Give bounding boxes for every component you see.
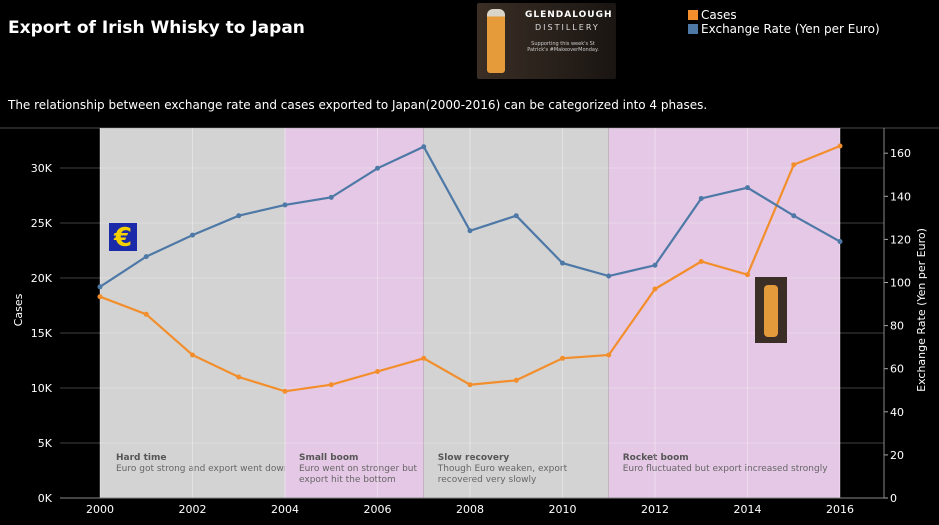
rate-point bbox=[606, 273, 612, 279]
y2-tick-label: 100 bbox=[890, 277, 911, 290]
x-tick-label: 2002 bbox=[179, 503, 207, 516]
y2-tick-label: 80 bbox=[890, 320, 904, 333]
legend: Cases Exchange Rate (Yen per Euro) bbox=[688, 8, 880, 36]
y2-axis-title: Exchange Rate (Yen per Euro) bbox=[915, 228, 928, 392]
ad-line2: DISTILLERY bbox=[535, 23, 600, 32]
x-tick-label: 2014 bbox=[734, 503, 762, 516]
rate-point bbox=[97, 284, 103, 290]
rate-point bbox=[837, 239, 843, 245]
rate-point bbox=[190, 232, 195, 238]
cases-point bbox=[467, 382, 473, 388]
legend-item-cases[interactable]: Cases bbox=[688, 8, 880, 22]
phase-description: recovered very slowly bbox=[438, 475, 537, 485]
y-tick-label: 20K bbox=[31, 272, 53, 285]
phase-band bbox=[608, 128, 840, 498]
phase-description: Euro went on stronger but bbox=[299, 464, 417, 474]
rate-point bbox=[513, 213, 519, 219]
ad-line3: Supporting this week's St Patrick's #Mak… bbox=[527, 41, 599, 53]
y2-tick-label: 40 bbox=[890, 406, 904, 419]
x-tick-label: 2006 bbox=[364, 503, 392, 516]
phase-description: Though Euro weaken, export bbox=[437, 464, 568, 474]
y-tick-label: 5K bbox=[38, 437, 53, 450]
cases-point bbox=[560, 355, 565, 361]
legend-label: Cases bbox=[701, 8, 737, 22]
rate-point bbox=[421, 144, 427, 150]
legend-label: Exchange Rate (Yen per Euro) bbox=[701, 22, 880, 36]
rate-point bbox=[282, 202, 288, 208]
rate-point bbox=[652, 262, 658, 268]
y2-tick-label: 160 bbox=[890, 147, 911, 160]
rate-point bbox=[791, 213, 797, 219]
y-tick-label: 25K bbox=[31, 217, 53, 230]
x-tick-label: 2000 bbox=[86, 503, 114, 516]
rate-point bbox=[467, 228, 473, 234]
x-tick-label: 2012 bbox=[641, 503, 669, 516]
y2-tick-label: 0 bbox=[890, 492, 897, 505]
phase-title: Small boom bbox=[299, 453, 358, 463]
whisky-bottle-image bbox=[487, 9, 505, 73]
rate-point bbox=[698, 195, 704, 201]
rate-point bbox=[745, 185, 750, 191]
cases-point bbox=[375, 369, 380, 374]
cases-point bbox=[652, 286, 658, 292]
euro-icon: € bbox=[113, 223, 132, 253]
x-tick-label: 2016 bbox=[826, 503, 854, 516]
phase-description: Euro fluctuated but export increased str… bbox=[623, 464, 828, 474]
rate-point bbox=[375, 165, 380, 171]
subtitle: The relationship between exchange rate a… bbox=[8, 98, 708, 112]
phase-band bbox=[285, 128, 424, 498]
cases-point bbox=[190, 352, 195, 358]
whisky-bottle-image bbox=[764, 285, 778, 337]
cases-point bbox=[791, 162, 797, 168]
x-tick-label: 2010 bbox=[549, 503, 577, 516]
phase-title: Rocket boom bbox=[623, 453, 689, 463]
phase-title: Slow recovery bbox=[438, 453, 510, 463]
cases-point bbox=[143, 311, 149, 317]
x-tick-label: 2004 bbox=[271, 503, 299, 516]
euro-icon bbox=[109, 223, 137, 251]
cases-point bbox=[421, 355, 427, 361]
cases-point bbox=[837, 143, 843, 149]
cases-point bbox=[97, 294, 103, 300]
cases-point bbox=[606, 352, 612, 358]
ad-line1: GLENDALOUGH bbox=[525, 10, 613, 20]
y-axis-title: Cases bbox=[12, 293, 25, 326]
cases-point bbox=[328, 382, 334, 388]
y-tick-label: 15K bbox=[31, 327, 53, 340]
cases-point bbox=[236, 374, 242, 380]
rate-point bbox=[143, 254, 149, 260]
cases-point bbox=[282, 388, 288, 394]
rate-point bbox=[236, 213, 242, 219]
phase-band bbox=[423, 128, 609, 498]
y2-tick-label: 120 bbox=[890, 233, 911, 246]
rate-point bbox=[560, 260, 565, 266]
phase-description: Euro got strong and export went down bbox=[116, 464, 289, 474]
y2-tick-label: 20 bbox=[890, 449, 904, 462]
y-tick-label: 30K bbox=[31, 162, 53, 175]
glendalough-ad-image: GLENDALOUGH DISTILLERY Supporting this w… bbox=[477, 3, 616, 79]
phase-title: Hard time bbox=[116, 453, 167, 463]
cases-point bbox=[745, 272, 750, 278]
y-tick-label: 0K bbox=[38, 492, 53, 505]
cases-point bbox=[698, 259, 704, 264]
legend-item-rate[interactable]: Exchange Rate (Yen per Euro) bbox=[688, 22, 880, 36]
y2-tick-label: 140 bbox=[890, 190, 911, 203]
y2-tick-label: 60 bbox=[890, 363, 904, 376]
phase-description: export hit the bottom bbox=[299, 475, 396, 485]
y-tick-label: 10K bbox=[31, 382, 53, 395]
page-title: Export of Irish Whisky to Japan bbox=[8, 18, 305, 38]
x-tick-label: 2008 bbox=[456, 503, 484, 516]
cases-point bbox=[513, 377, 519, 383]
rate-point bbox=[328, 194, 334, 200]
